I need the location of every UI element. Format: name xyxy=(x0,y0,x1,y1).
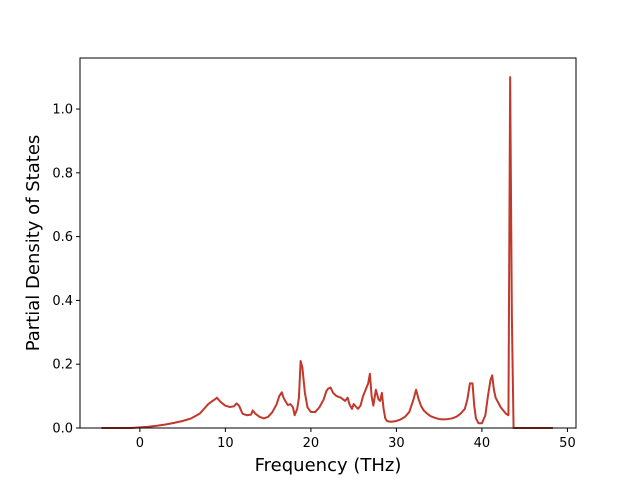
x-tick-label: 30 xyxy=(388,436,405,451)
y-tick-label: 0.0 xyxy=(52,422,73,437)
series-line-0 xyxy=(101,76,553,429)
y-axis-label: Partial Density of States xyxy=(23,135,44,352)
x-tick-label: 50 xyxy=(559,436,576,451)
y-tick-label: 0.4 xyxy=(52,294,73,309)
x-tick-label: 0 xyxy=(136,436,144,451)
y-tick-label: 1.0 xyxy=(52,103,73,118)
x-tick-label: 20 xyxy=(303,436,320,451)
plot-frame xyxy=(79,57,577,429)
x-axis-ticks: 0 10 20 30 40 50 xyxy=(136,428,576,451)
plot-area-background xyxy=(80,58,576,428)
y-tick-label: 0.6 xyxy=(52,230,73,245)
x-axis-label: Frequency (THz) xyxy=(255,455,402,476)
series-group xyxy=(101,76,553,429)
x-tick-label: 10 xyxy=(217,436,234,451)
x-tick-label: 40 xyxy=(474,436,491,451)
y-tick-label: 0.2 xyxy=(52,358,73,373)
y-tick-label: 0.8 xyxy=(52,166,73,181)
y-axis-ticks: 0.0 0.2 0.4 0.6 0.8 1.0 xyxy=(52,103,80,437)
